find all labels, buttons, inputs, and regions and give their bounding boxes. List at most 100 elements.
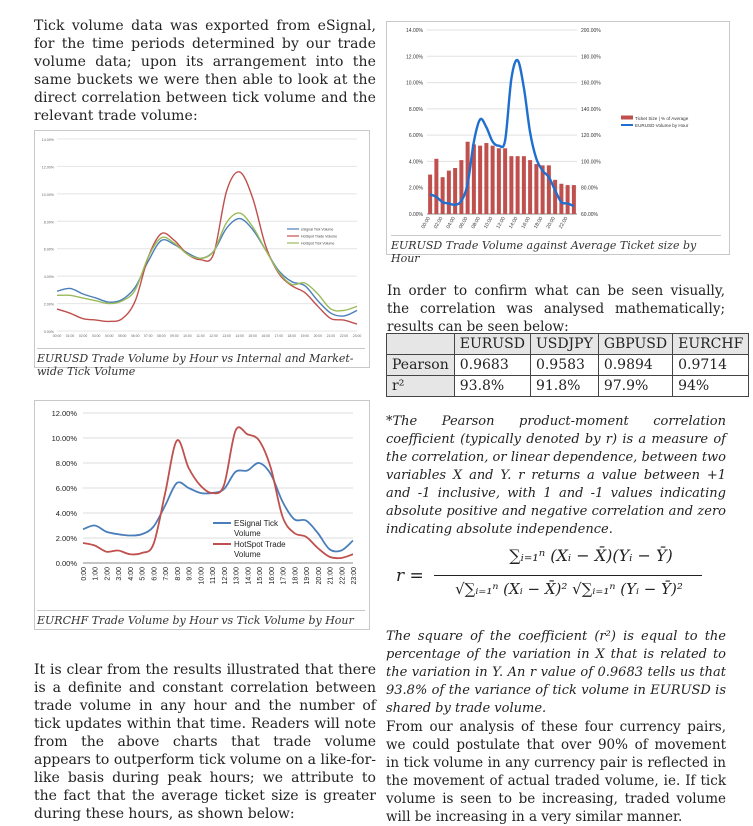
x-tick-label: 1:00	[93, 567, 100, 581]
y-tick-label: 8.00%	[56, 459, 78, 468]
x-tick-label: 20:00	[316, 567, 323, 585]
figure-ticket-size: 0.00% 2.00% 4.00% 6.00% 8.00% 10.00% 12.00% 14.…	[386, 21, 730, 265]
legend-label: ESignal Tick	[234, 519, 279, 528]
table-row-label: Pearson	[386, 354, 455, 376]
x-tick-label: 11:00	[210, 567, 217, 584]
x-tick-label: 06:00	[131, 334, 140, 338]
legend-label: EURUSD Volume by Hour	[635, 123, 689, 128]
legend-label: Volume	[234, 529, 261, 538]
series-line	[82, 426, 354, 560]
eurusd-tick-volume-chart: 0.00% 2.00% 4.00% 6.00% 8.00% 10.00% 12.00% 14.…	[42, 138, 362, 338]
final-paragraph: From our analysis of these four currency…	[386, 719, 726, 825]
y-tick-label-left: 0.00%	[409, 212, 424, 218]
bar	[546, 165, 551, 214]
x-tick-label: 14:00	[235, 334, 244, 338]
y-tick-label-left: 4.00%	[409, 159, 424, 165]
table-header-cell: GBPUSD	[597, 333, 674, 355]
x-tick-label: 13:00	[234, 567, 241, 585]
x-tick-label: 17:00	[274, 334, 283, 338]
legend-label: Ticket Size | % of Average	[635, 116, 689, 121]
conclusion-paragraph: It is clear from the results illustrated…	[34, 662, 376, 822]
y-tick-label-left: 12.00%	[406, 54, 424, 60]
table-cell: 0.9714	[672, 354, 750, 376]
figure-eurusd-tick-volume: 0.00% 2.00% 4.00% 6.00% 8.00% 10.00% 12.00% 14.…	[34, 130, 370, 378]
y-tick-label: 14.00%	[42, 138, 55, 142]
y-tick-label: 4.00%	[44, 275, 55, 279]
y-tick-label: 8.00%	[44, 220, 55, 224]
x-tick-label: 19:00	[304, 567, 311, 585]
x-tick-label: 9:00	[187, 567, 194, 581]
x-tick-label: 6:00	[151, 567, 158, 581]
y-tick-label: 10.00%	[42, 193, 55, 197]
bar	[534, 164, 539, 214]
x-tick-label: 09:00	[170, 334, 179, 338]
x-tick-label: 17:00	[281, 567, 288, 585]
x-tick-label: 15:00	[248, 334, 257, 338]
table-cell: 0.9683	[453, 354, 531, 376]
x-tick-label: 02:00	[79, 334, 88, 338]
bar	[515, 156, 520, 214]
y-tick-label-right: 160.00%	[581, 81, 601, 87]
x-tick-label: 12:00	[209, 334, 218, 338]
x-tick-label: 02:00	[433, 216, 445, 230]
table-header-cell: USDJPY	[529, 333, 599, 355]
y-tick-label: 4.00%	[56, 509, 78, 518]
y-tick-label: 6.00%	[56, 484, 78, 493]
legend-label: HotSpot Tick Volume	[301, 242, 334, 246]
x-tick-label: 07:00	[144, 334, 153, 338]
x-tick-label: 4:00	[128, 567, 135, 581]
x-tick-label: 13:00	[222, 334, 231, 338]
x-tick-label: 22:00	[340, 334, 349, 338]
pearson-definition-note: *The Pearson product-moment correlation …	[386, 414, 726, 537]
table-row-label: r²	[386, 375, 455, 397]
x-tick-label: 06:00	[458, 216, 470, 230]
x-tick-label: 11:00	[196, 334, 204, 338]
table-header-cell	[386, 333, 455, 355]
bar	[459, 160, 464, 214]
bar	[503, 148, 508, 214]
figure3-caption: EURCHF Trade Volume by Hour vs Tick Volu…	[37, 610, 365, 627]
figure-eurchf-tick-volume: 0.00% 2.00% 4.00% 6.00% 8.00% 10.00% 12.00% 0:0…	[34, 400, 370, 630]
x-tick-label: 16:00	[520, 216, 532, 230]
bar	[571, 185, 576, 214]
table-header-row: EURUSD USDJPY GBPUSD EURCHF	[386, 333, 750, 355]
y-tick-label: 0.00%	[56, 559, 78, 568]
r-squared-note: The square of the coefficient (r²) is eq…	[386, 629, 726, 716]
x-tick-label: 22:00	[339, 567, 346, 585]
x-tick-label: 08:00	[157, 334, 166, 338]
bar	[428, 174, 433, 214]
table-cell: 91.8%	[529, 375, 599, 397]
table-cell: 0.9583	[529, 354, 599, 376]
x-tick-label: 00:00	[53, 334, 62, 338]
x-tick-label: 3:00	[116, 567, 123, 581]
y-tick-label-left: 14.00%	[406, 28, 424, 34]
x-tick-label: 22:00	[558, 216, 570, 230]
y-tick-label: 6.00%	[44, 248, 55, 252]
formula-fraction-bar	[434, 575, 702, 576]
bar	[540, 165, 545, 214]
x-tick-label: 7:00	[163, 567, 170, 581]
series-line	[56, 212, 358, 312]
y-tick-label: 0.00%	[44, 330, 55, 334]
intro-paragraph: Tick volume data was exported from eSign…	[34, 18, 376, 124]
table-cell: 0.9894	[597, 354, 674, 376]
legend-label: HotSpot Trade Volume	[301, 235, 337, 239]
x-tick-label: 19:00	[301, 334, 310, 338]
bar	[478, 145, 483, 214]
bar	[490, 145, 495, 214]
bar	[528, 160, 533, 214]
x-tick-label: 05:00	[118, 334, 127, 338]
bar	[553, 179, 558, 214]
ticket-size-chart: 0.00% 2.00% 4.00% 6.00% 8.00% 10.00% 12.00% 14.…	[406, 28, 689, 230]
x-tick-label: 08:00	[470, 216, 482, 230]
formula-numerator: ∑ᵢ₌₁ⁿ (Xᵢ − X̄)(Yᵢ − Ȳ)	[509, 546, 673, 565]
x-tick-label: 21:00	[327, 334, 336, 338]
y-tick-label: 12.00%	[42, 165, 55, 169]
x-tick-label: 23:00	[353, 334, 362, 338]
pearson-formula: r = ∑ᵢ₌₁ⁿ (Xᵢ − X̄)(Yᵢ − Ȳ) √∑ᵢ₌₁ⁿ (Xᵢ −…	[396, 546, 716, 610]
bar	[446, 170, 451, 214]
bar	[434, 158, 439, 214]
bar	[440, 177, 445, 214]
bar	[559, 183, 564, 214]
series-line	[429, 58, 575, 208]
